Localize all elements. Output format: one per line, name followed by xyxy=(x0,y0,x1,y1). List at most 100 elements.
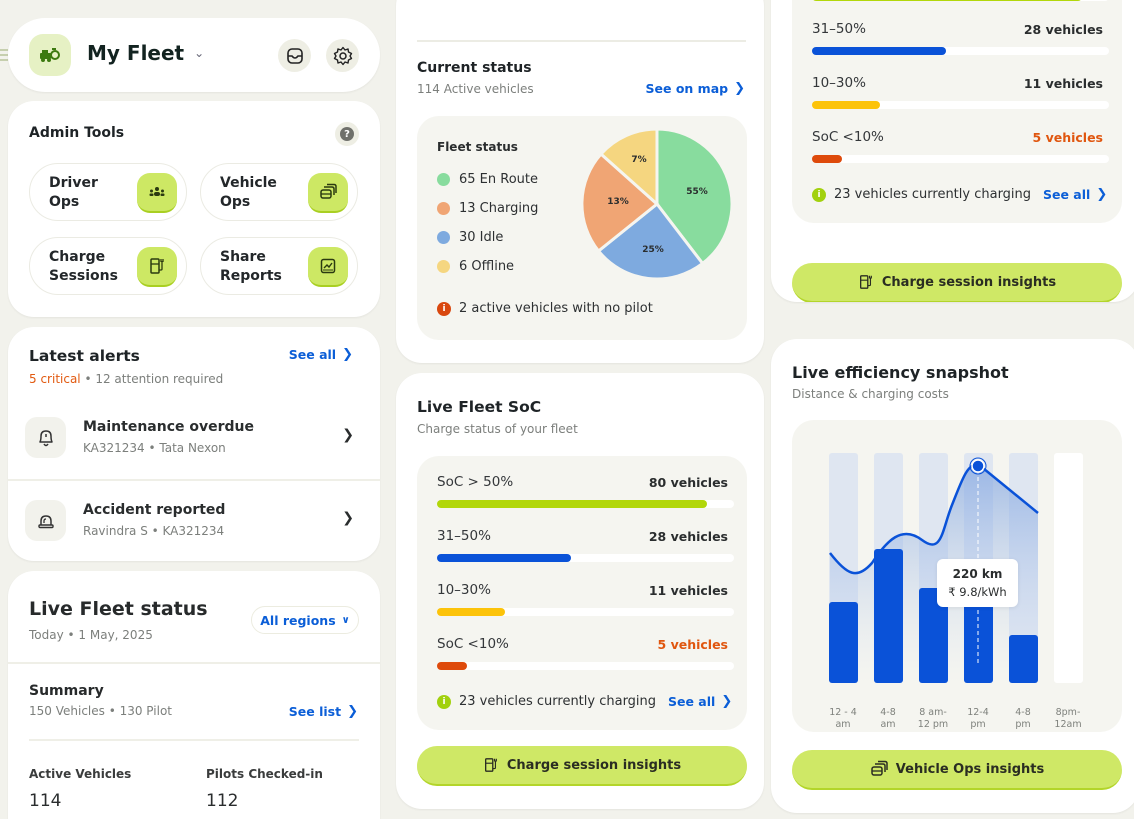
charge-session-insights-button[interactable]: Charge session insights xyxy=(792,263,1122,302)
app-title: My Fleet xyxy=(87,41,185,65)
pilots-checked-in-label: Pilots Checked-in xyxy=(206,767,323,781)
alerts-title: Latest alerts xyxy=(29,347,140,365)
legend-label: 6 Offline xyxy=(459,259,515,274)
alert-subtitle: KA321234 • Tata Nexon xyxy=(83,441,226,455)
legend-item-en-route: 65 En Route xyxy=(437,172,538,187)
charging-note: i 23 vehicles currently charging xyxy=(812,187,1031,202)
chevron-down-icon: ⌄ xyxy=(194,46,205,60)
share-reports-button[interactable]: Share Reports xyxy=(200,237,358,295)
soc-bar xyxy=(812,101,881,109)
menu-handle-icon[interactable] xyxy=(0,49,8,64)
info-icon: i xyxy=(437,694,451,709)
x-axis-label: 12 - 4 am xyxy=(823,707,863,731)
efficiency-title: Live efficiency snapshot xyxy=(792,363,1009,382)
efficiency-subtitle: Distance & charging costs xyxy=(792,387,949,401)
x-label-line: 12am xyxy=(1054,719,1082,730)
see-on-map-link[interactable]: See on map ❯ xyxy=(646,81,745,96)
attention-count: • 12 attention required xyxy=(80,372,224,386)
alert-title: Maintenance overdue xyxy=(83,419,255,435)
see-all-label: See all xyxy=(668,694,716,709)
critical-count: 5 critical xyxy=(29,372,81,386)
current-status-subtitle: 114 Active vehicles xyxy=(417,82,534,96)
vehicle-ops-insights-button[interactable]: Vehicle Ops insights xyxy=(792,750,1122,790)
legend-item-offline: 6 Offline xyxy=(437,259,514,274)
charge-sessions-button[interactable]: Charge Sessions xyxy=(29,237,187,295)
region-dropdown[interactable]: All regions ∨ xyxy=(251,606,359,634)
siren-icon xyxy=(25,500,66,541)
tool-label: Sessions xyxy=(49,268,118,284)
soc-bar xyxy=(437,554,571,562)
soc-panel: SoC > 50% 80 vehicles 31–50% 28 vehicles 1… xyxy=(417,456,747,730)
soc-label: SoC <10% xyxy=(812,129,884,145)
inbox-button[interactable] xyxy=(278,39,311,72)
efficiency-chart xyxy=(829,453,1083,683)
divider xyxy=(8,662,380,664)
tool-label: Vehicle xyxy=(220,175,277,191)
soc-track xyxy=(812,0,1109,1)
x-axis-label: 8pm- 12am xyxy=(1048,707,1088,731)
help-icon: ? xyxy=(340,127,354,141)
charge-session-insights-button[interactable]: Charge session insights xyxy=(417,746,747,786)
soc-bar xyxy=(437,608,506,616)
soc-see-all-link[interactable]: See all ❯ xyxy=(1043,187,1107,202)
tool-label: Reports xyxy=(220,268,282,284)
soc-subtitle: Charge status of your fleet xyxy=(417,422,578,436)
soc-bar xyxy=(437,662,467,670)
legend-title: Fleet status xyxy=(437,140,518,154)
ev-charger-icon xyxy=(137,247,177,287)
soc-bar xyxy=(812,155,842,163)
soc-count: 5 vehicles xyxy=(657,637,728,652)
cta-label: Charge session insights xyxy=(881,274,1057,290)
fleet-status-pie-chart: 55% 25% 13% 7% xyxy=(580,127,734,281)
x-label-line: pm xyxy=(1015,719,1031,730)
see-on-map-label: See on map xyxy=(645,81,729,96)
live-fleet-soc-card: Live Fleet SoC Charge status of your fle… xyxy=(396,373,764,809)
soc-count: 11 vehicles xyxy=(648,583,728,598)
divider xyxy=(417,40,746,42)
live-fleet-status-card: Live Fleet status Today • 1 May, 2025 Al… xyxy=(8,571,380,819)
soc-track xyxy=(437,608,734,616)
current-status-card: Current status 114 Active vehicles See o… xyxy=(396,0,764,363)
see-list-link[interactable]: See list ❯ xyxy=(289,704,358,719)
settings-button[interactable] xyxy=(326,39,359,72)
region-label: All regions xyxy=(260,612,336,628)
alert-title: Accident reported xyxy=(83,502,226,518)
x-label-line: 4-8 xyxy=(1015,707,1031,718)
soc-bar xyxy=(812,0,1083,1)
driver-ops-button[interactable]: Driver Ops xyxy=(29,163,187,221)
help-button[interactable]: ? xyxy=(335,122,359,146)
x-axis-label: 4-8 am xyxy=(868,707,908,731)
see-all-label: See all xyxy=(288,347,337,362)
alerts-see-all-link[interactable]: See all ❯ xyxy=(289,347,353,362)
soc-count: 11 vehicles xyxy=(1023,76,1103,91)
pie-label: 25% xyxy=(642,245,664,255)
legend-dot xyxy=(437,202,450,215)
tool-label: Share xyxy=(220,249,266,265)
active-vehicles-value: 114 xyxy=(29,791,62,811)
alert-item[interactable]: Maintenance overdue KA321234 • Tata Nexo… xyxy=(8,405,380,485)
no-pilot-note: i 2 active vehicles with no pilot xyxy=(437,301,653,316)
soc-see-all-link[interactable]: See all ❯ xyxy=(668,694,732,709)
soc-title: Live Fleet SoC xyxy=(417,398,542,416)
soc-track xyxy=(437,554,734,562)
live-fleet-status-title: Live Fleet status xyxy=(29,598,208,620)
soc-bar xyxy=(437,500,708,508)
soc-label: SoC > 50% xyxy=(437,474,514,490)
alert-item[interactable]: Accident reported Ravindra S • KA321234 … xyxy=(8,488,380,561)
fleet-selector[interactable]: My Fleet ⌄ xyxy=(87,41,204,65)
cta-label: Vehicle Ops insights xyxy=(895,761,1045,777)
x-label-line: pm xyxy=(970,719,986,730)
cta-label: Charge session insights xyxy=(506,757,682,773)
soc-count: 5 vehicles xyxy=(1032,130,1103,145)
pie-label: 7% xyxy=(631,155,646,165)
vehicle-ops-button[interactable]: Vehicle Ops xyxy=(200,163,358,221)
soc-count: 80 vehicles xyxy=(648,475,728,490)
info-icon: i xyxy=(812,187,826,202)
soc-label: 31–50% xyxy=(437,528,491,544)
x-label-line: am xyxy=(835,719,851,730)
soc-bar xyxy=(812,47,946,55)
fleet-logo-icon xyxy=(29,34,71,76)
legend-label: 13 Charging xyxy=(459,201,539,216)
x-axis-label: 12-4 pm xyxy=(958,707,998,731)
soc-track xyxy=(812,101,1109,109)
